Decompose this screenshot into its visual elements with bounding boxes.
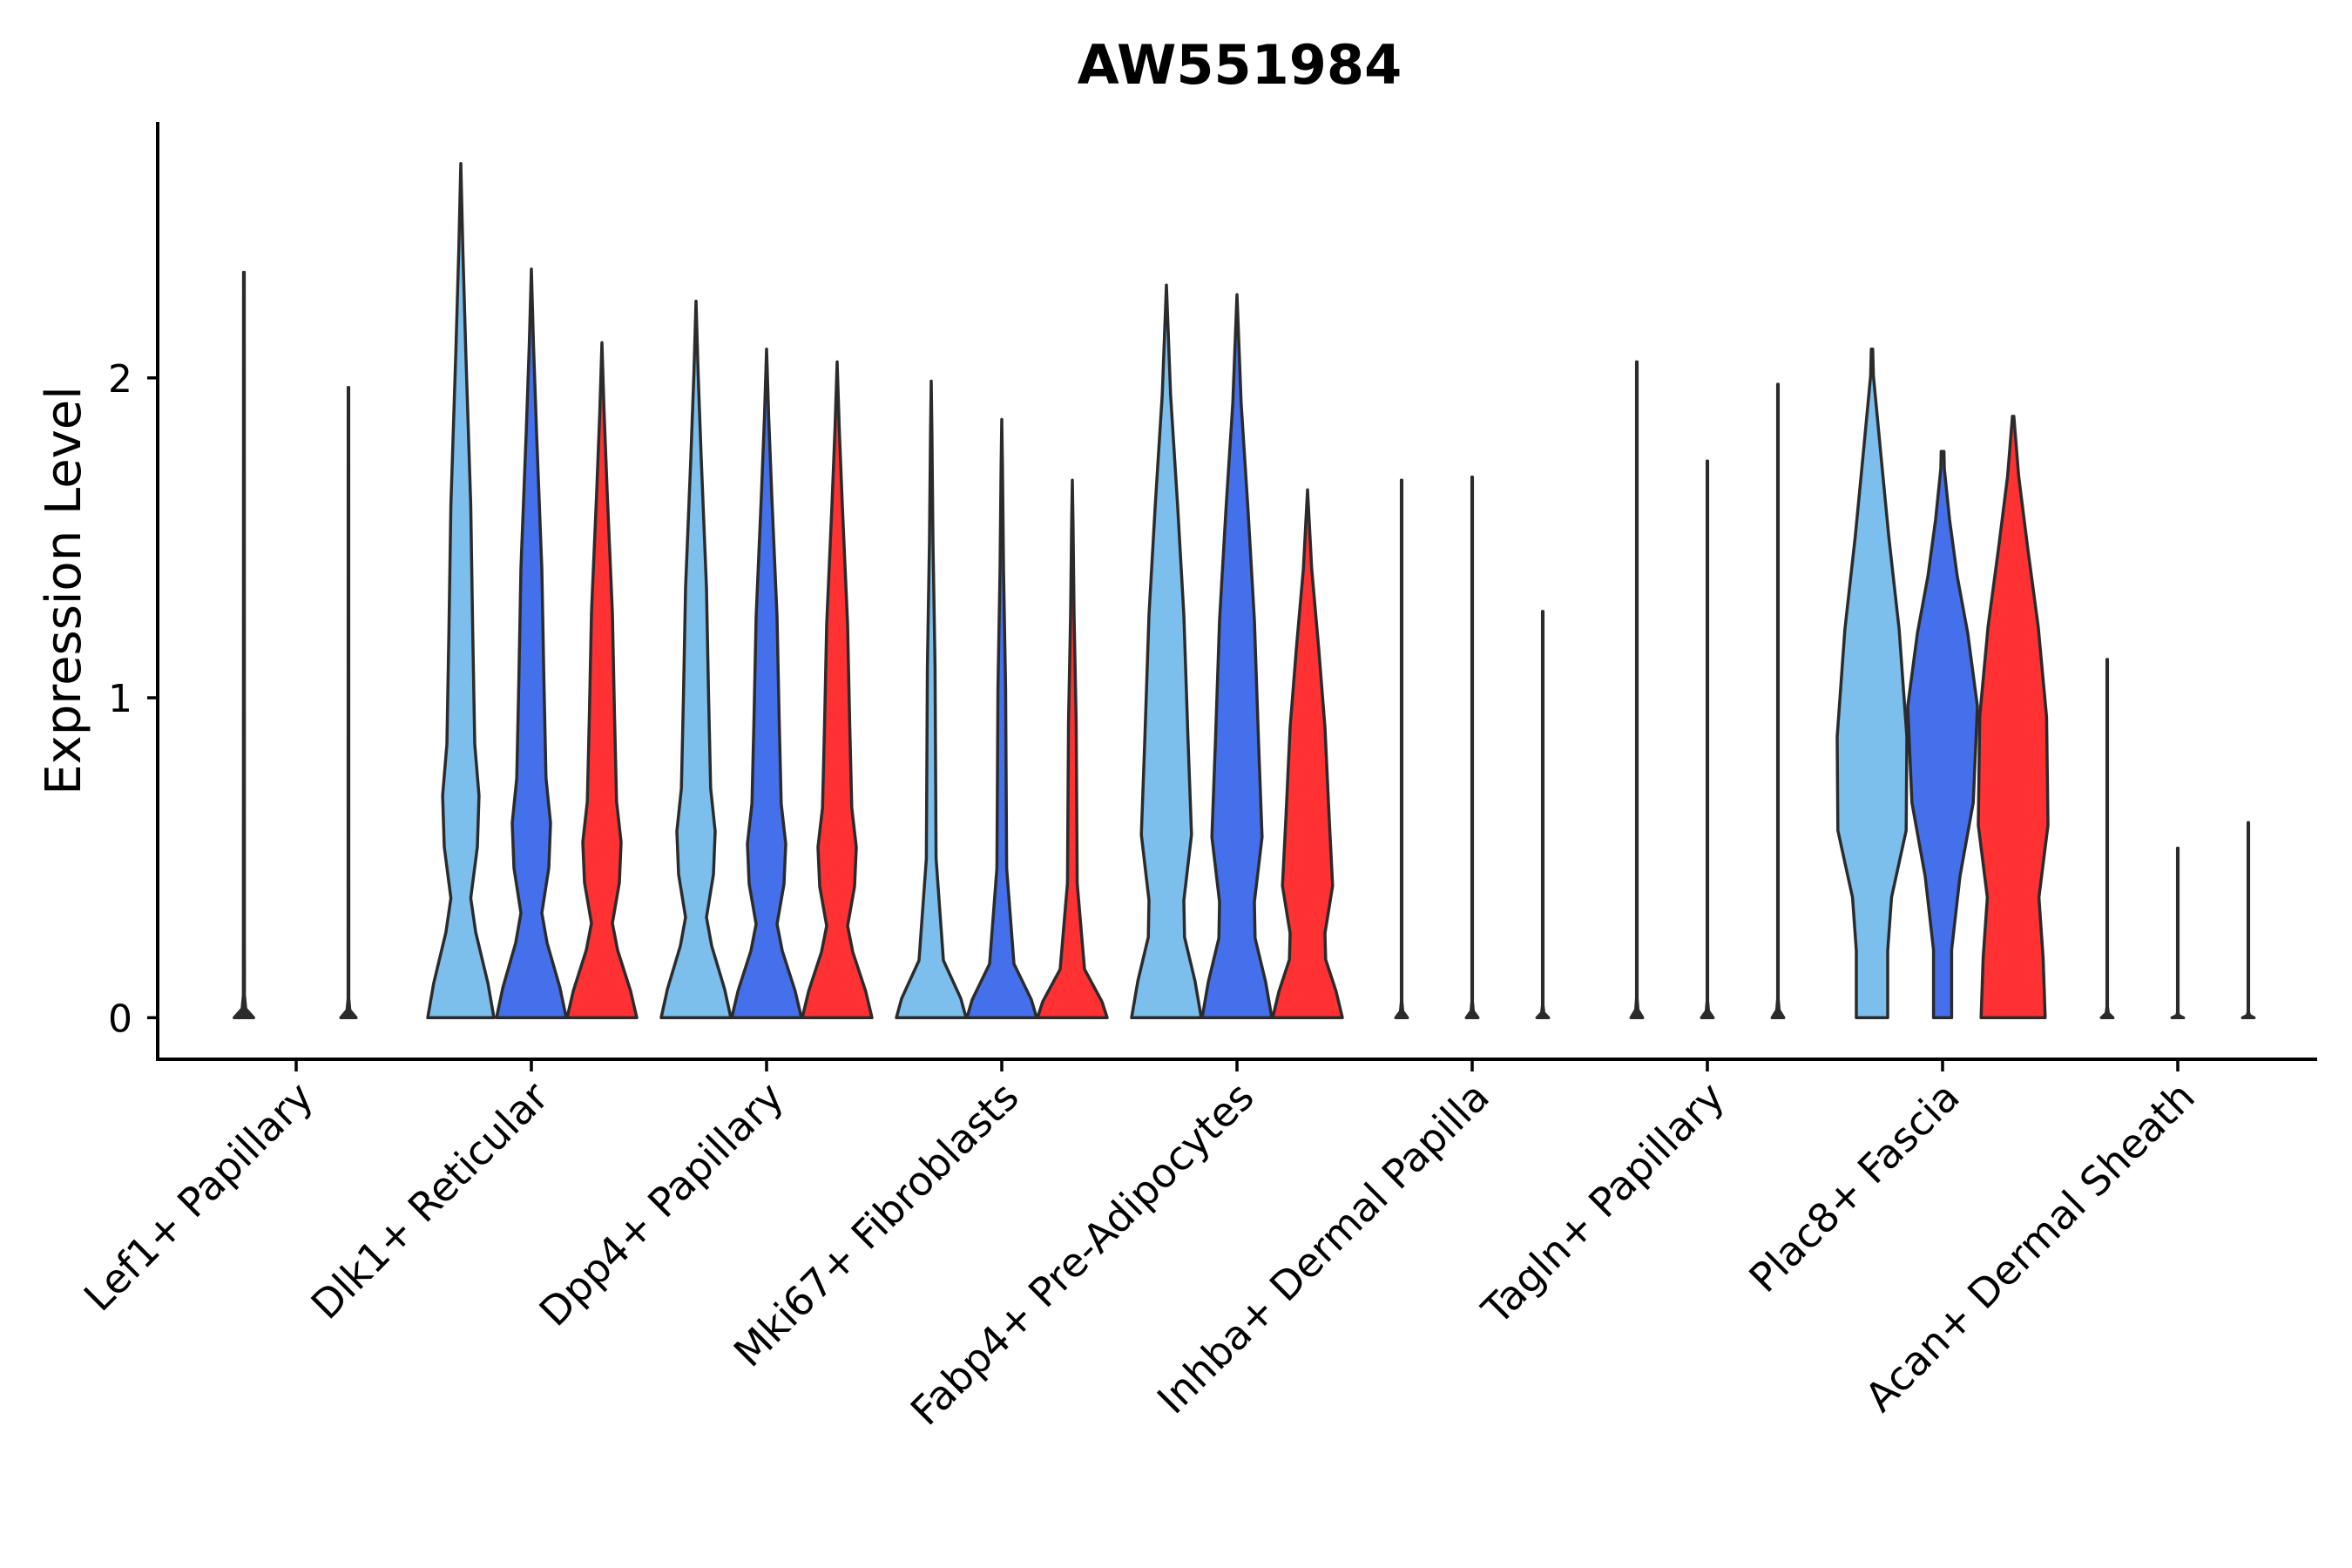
x-tick-label: Dpp4+ Papillary (531, 1073, 793, 1335)
y-tick-label: 0 (108, 997, 132, 1041)
violin-4-3 (1036, 478, 1109, 1020)
x-tick-label: Plac8+ Fascia (1740, 1073, 1968, 1301)
violin-layer (233, 161, 2256, 1020)
violin-8-1 (1835, 347, 1909, 1020)
violin-2-1 (426, 161, 496, 1020)
violin-8-2 (1906, 449, 1979, 1020)
violin-8-3 (1977, 415, 2050, 1020)
violin-5-3 (1271, 488, 1344, 1020)
x-tick-label: Dlk1+ Reticular (302, 1073, 558, 1328)
violin-3-1 (659, 299, 733, 1020)
violin-4-2 (965, 417, 1038, 1020)
chart-title: AW551984 (1078, 33, 1402, 97)
violin-3-3 (801, 360, 874, 1020)
y-axis-ticks: 0 1 2 (108, 357, 158, 1041)
violin-2-2 (495, 267, 568, 1020)
violin-4-1 (895, 379, 968, 1020)
violin-2-3 (565, 341, 639, 1020)
x-tick-label: Lef1+ Papillary (75, 1073, 322, 1321)
violin-5-2 (1200, 293, 1274, 1020)
y-tick-label: 2 (108, 357, 132, 402)
y-axis-label: Expression Level (36, 386, 92, 795)
y-tick-label: 1 (108, 677, 132, 721)
x-tick-label: Tagln+ Papillary (1472, 1073, 1734, 1335)
violin-5-1 (1130, 283, 1203, 1020)
violin-3-2 (730, 347, 803, 1020)
